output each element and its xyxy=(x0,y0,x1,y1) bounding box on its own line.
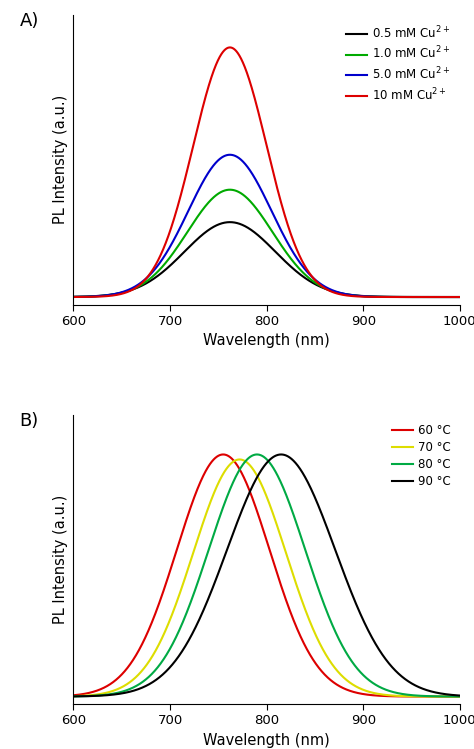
90 °C xyxy=(457,691,463,700)
0.5 mM Cu$^{2+}$ xyxy=(408,293,413,302)
90 °C xyxy=(236,515,241,524)
10 mM Cu$^{2+}$ xyxy=(115,290,120,299)
70 °C xyxy=(236,455,241,464)
5.0 mM Cu$^{2+}$ xyxy=(137,279,143,288)
5.0 mM Cu$^{2+}$ xyxy=(457,293,463,302)
Legend: 0.5 mM Cu$^{2+}$, 1.0 mM Cu$^{2+}$, 5.0 mM Cu$^{2+}$, 10 mM Cu$^{2+}$: 0.5 mM Cu$^{2+}$, 1.0 mM Cu$^{2+}$, 5.0 … xyxy=(343,21,454,107)
80 °C xyxy=(408,691,413,700)
X-axis label: Wavelength (nm): Wavelength (nm) xyxy=(203,333,330,348)
Line: 10 mM Cu$^{2+}$: 10 mM Cu$^{2+}$ xyxy=(73,47,460,297)
80 °C xyxy=(254,450,260,459)
5.0 mM Cu$^{2+}$ xyxy=(71,292,76,301)
90 °C xyxy=(71,692,76,701)
70 °C xyxy=(71,691,76,700)
60 °C xyxy=(449,692,455,701)
1.0 mM Cu$^{2+}$ xyxy=(227,185,233,194)
Line: 70 °C: 70 °C xyxy=(73,459,460,697)
1.0 mM Cu$^{2+}$ xyxy=(137,281,143,290)
Line: 5.0 mM Cu$^{2+}$: 5.0 mM Cu$^{2+}$ xyxy=(73,155,460,297)
0.5 mM Cu$^{2+}$ xyxy=(449,293,455,302)
Line: 80 °C: 80 °C xyxy=(73,455,460,697)
0.5 mM Cu$^{2+}$ xyxy=(115,289,120,298)
Line: 0.5 mM Cu$^{2+}$: 0.5 mM Cu$^{2+}$ xyxy=(73,222,460,297)
70 °C xyxy=(408,692,413,701)
5.0 mM Cu$^{2+}$ xyxy=(219,153,225,162)
1.0 mM Cu$^{2+}$ xyxy=(449,293,455,302)
80 °C xyxy=(236,467,241,476)
80 °C xyxy=(449,692,455,701)
60 °C xyxy=(457,692,463,701)
90 °C xyxy=(115,690,120,699)
0.5 mM Cu$^{2+}$ xyxy=(236,219,241,228)
1.0 mM Cu$^{2+}$ xyxy=(457,293,463,302)
Line: 60 °C: 60 °C xyxy=(73,455,460,697)
0.5 mM Cu$^{2+}$ xyxy=(219,219,225,228)
60 °C xyxy=(220,450,226,459)
1.0 mM Cu$^{2+}$ xyxy=(236,187,241,196)
90 °C xyxy=(449,691,455,700)
70 °C xyxy=(219,472,225,481)
Y-axis label: PL Intensity (a.u.): PL Intensity (a.u.) xyxy=(53,494,68,624)
90 °C xyxy=(219,560,225,569)
0.5 mM Cu$^{2+}$ xyxy=(137,282,143,291)
10 mM Cu$^{2+}$ xyxy=(449,293,455,302)
Text: B): B) xyxy=(19,412,39,430)
60 °C xyxy=(71,691,76,700)
80 °C xyxy=(71,692,76,701)
70 °C xyxy=(237,455,243,464)
Line: 90 °C: 90 °C xyxy=(73,455,460,697)
70 °C xyxy=(457,692,463,701)
Y-axis label: PL Intensity (a.u.): PL Intensity (a.u.) xyxy=(53,95,68,225)
5.0 mM Cu$^{2+}$ xyxy=(236,154,241,163)
10 mM Cu$^{2+}$ xyxy=(71,293,76,302)
90 °C xyxy=(408,679,413,688)
5.0 mM Cu$^{2+}$ xyxy=(227,151,233,160)
0.5 mM Cu$^{2+}$ xyxy=(71,292,76,301)
10 mM Cu$^{2+}$ xyxy=(236,49,241,58)
10 mM Cu$^{2+}$ xyxy=(219,49,225,58)
1.0 mM Cu$^{2+}$ xyxy=(408,293,413,302)
80 °C xyxy=(115,688,120,697)
60 °C xyxy=(115,674,120,683)
10 mM Cu$^{2+}$ xyxy=(137,279,143,288)
1.0 mM Cu$^{2+}$ xyxy=(115,289,120,298)
X-axis label: Wavelength (nm): Wavelength (nm) xyxy=(203,733,330,748)
Legend: 60 °C, 70 °C, 80 °C, 90 °C: 60 °C, 70 °C, 80 °C, 90 °C xyxy=(388,420,454,492)
10 mM Cu$^{2+}$ xyxy=(457,293,463,302)
5.0 mM Cu$^{2+}$ xyxy=(115,289,120,298)
80 °C xyxy=(457,692,463,701)
70 °C xyxy=(137,668,143,677)
1.0 mM Cu$^{2+}$ xyxy=(219,187,225,196)
90 °C xyxy=(137,684,143,693)
80 °C xyxy=(219,507,225,516)
0.5 mM Cu$^{2+}$ xyxy=(457,293,463,302)
Line: 1.0 mM Cu$^{2+}$: 1.0 mM Cu$^{2+}$ xyxy=(73,189,460,297)
60 °C xyxy=(219,450,225,459)
60 °C xyxy=(236,463,241,472)
80 °C xyxy=(137,679,143,688)
10 mM Cu$^{2+}$ xyxy=(408,293,413,302)
70 °C xyxy=(449,692,455,701)
5.0 mM Cu$^{2+}$ xyxy=(449,293,455,302)
1.0 mM Cu$^{2+}$ xyxy=(71,292,76,301)
Text: A): A) xyxy=(19,12,39,30)
60 °C xyxy=(408,692,413,701)
0.5 mM Cu$^{2+}$ xyxy=(227,218,233,227)
60 °C xyxy=(137,643,143,652)
70 °C xyxy=(115,685,120,694)
10 mM Cu$^{2+}$ xyxy=(227,43,233,52)
90 °C xyxy=(278,450,284,459)
5.0 mM Cu$^{2+}$ xyxy=(408,293,413,302)
